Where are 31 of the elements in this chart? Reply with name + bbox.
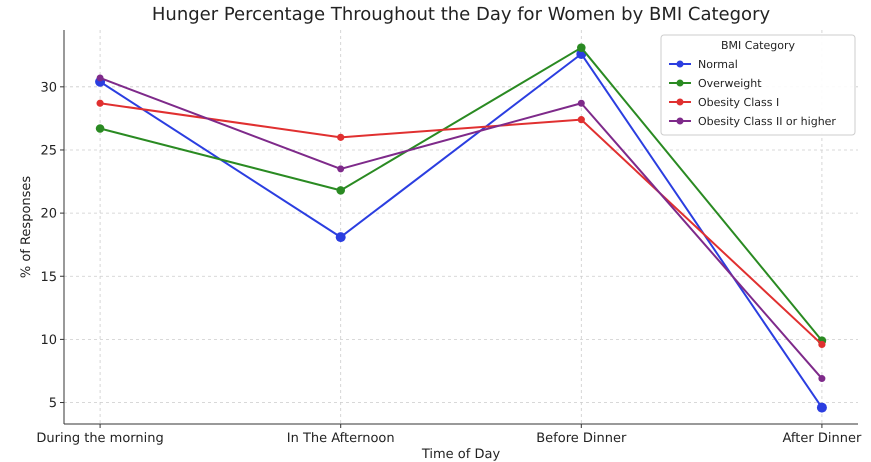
legend-title: BMI Category (720, 39, 796, 52)
legend-label: Obesity Class II or higher (698, 114, 836, 128)
legend-label: Normal (698, 58, 738, 71)
point (337, 165, 344, 172)
point (577, 43, 586, 52)
y-tick-label: 25 (40, 144, 57, 159)
x-axis-title: Time of Day (420, 447, 500, 462)
y-tick-label: 20 (40, 206, 57, 222)
y-axis-title: % of Responses (19, 176, 34, 278)
y-tick-label: 10 (40, 332, 57, 348)
x-tick-label: In The Afternoon (286, 431, 395, 446)
point (337, 134, 344, 141)
point (816, 402, 827, 413)
y-tick-label: 15 (40, 270, 57, 285)
x-tick-label: After Dinner (782, 431, 862, 446)
y-tick-label: 5 (48, 396, 57, 412)
point (818, 375, 826, 382)
legend-label: Overweight (698, 76, 762, 90)
point (336, 186, 345, 195)
point (578, 100, 585, 107)
chart-title: Hunger Percentage Throughout the Day for Women by BMI Category (152, 4, 770, 25)
point (336, 232, 346, 242)
legend-label: Obesity Class I (698, 96, 780, 109)
point (96, 100, 104, 107)
x-tick-label: During the morning (36, 431, 164, 446)
point (578, 116, 585, 124)
point (96, 124, 104, 133)
y-tick-label: 30 (40, 80, 57, 96)
x-tick-label: Before Dinner (536, 431, 627, 446)
point (96, 74, 104, 82)
point (818, 340, 826, 348)
